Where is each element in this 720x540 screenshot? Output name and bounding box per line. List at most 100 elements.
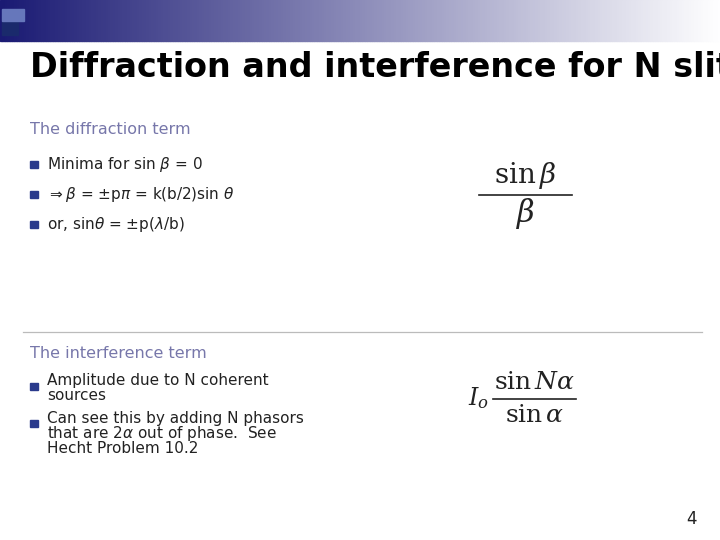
Bar (70, 0, 72, 40)
Text: Can see this by adding N phasors: Can see this by adding N phasors (47, 411, 304, 426)
Bar (713, 0, 715, 40)
Text: Minima for sin $\beta$ = 0: Minima for sin $\beta$ = 0 (47, 155, 202, 174)
Bar (444, 0, 446, 40)
Bar (74, 0, 77, 40)
Bar (161, 0, 163, 40)
Bar (617, 0, 619, 40)
Bar (487, 0, 490, 40)
Bar (427, 0, 430, 40)
Bar (326, 0, 329, 40)
Bar (91, 0, 94, 40)
Bar (27, 0, 29, 40)
Bar (211, 0, 214, 40)
Bar (358, 0, 360, 40)
Bar (197, 0, 199, 40)
Bar (434, 0, 437, 40)
Bar (468, 0, 470, 40)
Bar (149, 0, 151, 40)
Bar (389, 0, 391, 40)
Bar (490, 0, 492, 40)
Bar (324, 0, 326, 40)
Bar (466, 0, 468, 40)
Bar (715, 0, 718, 40)
Bar (449, 0, 451, 40)
Bar (182, 0, 185, 40)
Bar (122, 0, 125, 40)
Bar (600, 0, 603, 40)
Bar (593, 0, 595, 40)
Bar (158, 0, 161, 40)
Bar (106, 0, 108, 40)
Bar (497, 0, 499, 40)
Text: $\sin N\alpha$: $\sin N\alpha$ (494, 370, 575, 394)
Bar (425, 0, 427, 40)
Bar (612, 0, 614, 40)
Bar (279, 0, 281, 40)
Bar (432, 0, 434, 40)
Bar (396, 0, 398, 40)
Bar (7, 0, 9, 40)
Bar (194, 0, 197, 40)
Bar (413, 0, 415, 40)
Text: $I_o$: $I_o$ (468, 386, 490, 411)
Bar (523, 0, 526, 40)
Bar (312, 0, 315, 40)
Bar (607, 0, 610, 40)
Bar (288, 0, 290, 40)
Bar (643, 0, 646, 40)
Bar (598, 0, 600, 40)
Bar (588, 0, 590, 40)
Bar (639, 0, 641, 40)
Bar (516, 0, 518, 40)
Bar (115, 0, 117, 40)
Bar (477, 0, 480, 40)
Bar (266, 0, 269, 40)
Bar (369, 0, 372, 40)
Bar (578, 0, 581, 40)
Bar (166, 0, 168, 40)
Bar (670, 0, 672, 40)
Bar (650, 0, 653, 40)
Bar (29, 0, 31, 40)
Bar (2, 9, 24, 21)
Bar (441, 0, 444, 40)
Bar (567, 0, 569, 40)
Bar (233, 0, 235, 40)
Bar (305, 0, 307, 40)
Bar (504, 0, 506, 40)
Bar (99, 0, 101, 40)
Text: The diffraction term: The diffraction term (30, 122, 191, 137)
Bar (281, 0, 283, 40)
Bar (538, 0, 540, 40)
Bar (2, 0, 5, 40)
Bar (9, 0, 12, 40)
Bar (621, 0, 624, 40)
Bar (446, 0, 449, 40)
Bar (245, 0, 247, 40)
Bar (65, 0, 67, 40)
Bar (540, 0, 542, 40)
Bar (22, 0, 24, 40)
Bar (528, 0, 531, 40)
Bar (677, 0, 679, 40)
Bar (130, 0, 132, 40)
Bar (120, 0, 122, 40)
Text: Amplitude due to N coherent: Amplitude due to N coherent (47, 373, 269, 388)
Bar (581, 0, 583, 40)
Bar (684, 0, 686, 40)
Bar (331, 0, 333, 40)
Bar (708, 0, 711, 40)
Text: or, sin$\theta$ = $\pm$p($\lambda$/b): or, sin$\theta$ = $\pm$p($\lambda$/b) (47, 214, 184, 234)
Bar (110, 0, 113, 40)
Text: $\sin\alpha$: $\sin\alpha$ (505, 403, 564, 427)
Bar (521, 0, 523, 40)
Bar (679, 0, 682, 40)
Bar (214, 0, 216, 40)
Bar (127, 0, 130, 40)
Bar (86, 0, 89, 40)
Bar (693, 0, 696, 40)
Bar (17, 0, 19, 40)
Bar (55, 0, 58, 40)
Bar (192, 0, 194, 40)
Bar (302, 0, 305, 40)
